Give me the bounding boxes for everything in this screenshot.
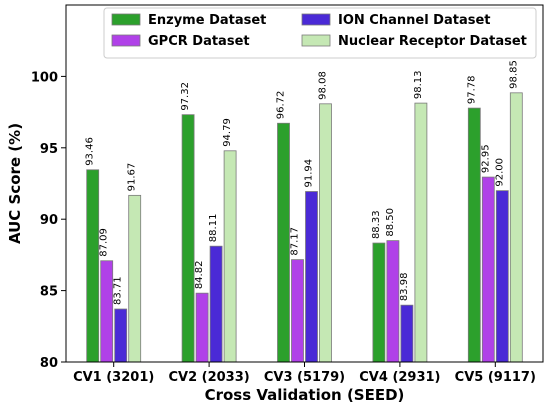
legend-label: GPCR Dataset: [148, 34, 250, 49]
bar-ion-channel-dataset-5: [495, 190, 509, 363]
data-labels-layer: 93.46 87.09 83.71 91.67 97.32 84.82 88.11 94.79…: [85, 60, 520, 305]
bar-value-label: 88.33: [371, 210, 382, 239]
y-tick-label: 90: [40, 213, 58, 228]
y-tick-label: 80: [40, 356, 58, 371]
x-tick-label: CV5 (9117): [455, 370, 536, 385]
x-tick-label: CV4 (2931): [359, 370, 440, 385]
bar-value-label: 92.00: [494, 158, 505, 187]
bar-value-label: 92.95: [480, 144, 491, 173]
legend-label: ION Channel Dataset: [338, 13, 491, 28]
bar-nuclear-receptor-dataset-1: [128, 194, 142, 363]
x-tick-label: CV2 (2033): [168, 370, 249, 385]
bar-nuclear-receptor-dataset-5: [509, 92, 523, 363]
legend-swatch: [111, 13, 141, 26]
bar-gpcr-dataset-5: [481, 176, 495, 363]
bar-enzyme-dataset-2: [181, 114, 195, 363]
legend-swatch: [301, 34, 331, 47]
bar-value-label: 97.78: [466, 75, 477, 104]
bar-value-label: 91.94: [304, 159, 315, 188]
bar-value-label: 84.82: [194, 261, 205, 290]
bar-value-label: 91.67: [127, 163, 138, 192]
bar-ion-channel-dataset-1: [114, 308, 128, 363]
bar-enzyme-dataset-1: [86, 169, 100, 363]
bar-ion-channel-dataset-2: [209, 245, 223, 363]
bar-value-label: 94.79: [222, 118, 233, 147]
legend: Enzyme Dataset ION Channel Dataset GPCR Da…: [103, 7, 537, 59]
legend-swatch: [111, 34, 141, 47]
bar-ion-channel-dataset-4: [400, 304, 414, 363]
bar-value-label: 87.09: [99, 228, 110, 257]
bar-enzyme-dataset-5: [467, 107, 481, 363]
x-tick-label: CV1 (3201): [73, 370, 154, 385]
bar-enzyme-dataset-3: [277, 122, 290, 363]
legend-label: Enzyme Dataset: [148, 13, 266, 28]
bar-ion-channel-dataset-3: [305, 191, 318, 363]
bar-value-label: 88.11: [208, 214, 219, 243]
x-axis-title: Cross Validation (SEED): [205, 386, 405, 404]
bar-gpcr-dataset-4: [386, 240, 400, 363]
bar-value-label: 93.46: [85, 137, 96, 166]
legend-label: Nuclear Receptor Dataset: [338, 34, 527, 49]
y-tick-label: 95: [40, 142, 58, 157]
x-tick-label: CV3 (5179): [264, 370, 345, 385]
bar-value-label: 96.72: [276, 91, 287, 120]
bar-gpcr-dataset-1: [100, 260, 114, 363]
bars-layer: [86, 92, 523, 363]
bar-value-label: 98.85: [508, 60, 519, 89]
bar-value-label: 98.08: [318, 71, 329, 100]
bar-gpcr-dataset-2: [195, 292, 209, 363]
bar-value-label: 83.71: [113, 276, 124, 305]
y-tick-label: 85: [40, 285, 58, 300]
y-axis: 80 85 90 95 100: [31, 70, 66, 371]
bar-value-label: 88.50: [385, 208, 396, 237]
bar-nuclear-receptor-dataset-3: [319, 103, 332, 363]
y-tick-label: 100: [31, 70, 58, 85]
y-axis-title: AUC Score (%): [6, 123, 24, 244]
bar-enzyme-dataset-4: [372, 242, 386, 363]
legend-swatch: [301, 13, 331, 26]
legend-box: [103, 7, 537, 59]
bar-value-label: 87.17: [290, 227, 301, 256]
bar-nuclear-receptor-dataset-4: [414, 102, 428, 363]
x-axis: CV1 (3201) CV2 (2033) CV3 (5179) CV4 (2931)…: [73, 362, 536, 385]
bar-gpcr-dataset-3: [291, 259, 304, 363]
bar-value-label: 83.98: [399, 273, 410, 302]
bar-value-label: 97.32: [180, 82, 191, 111]
bar-value-label: 98.13: [413, 70, 424, 99]
bar-nuclear-receptor-dataset-2: [223, 150, 237, 363]
